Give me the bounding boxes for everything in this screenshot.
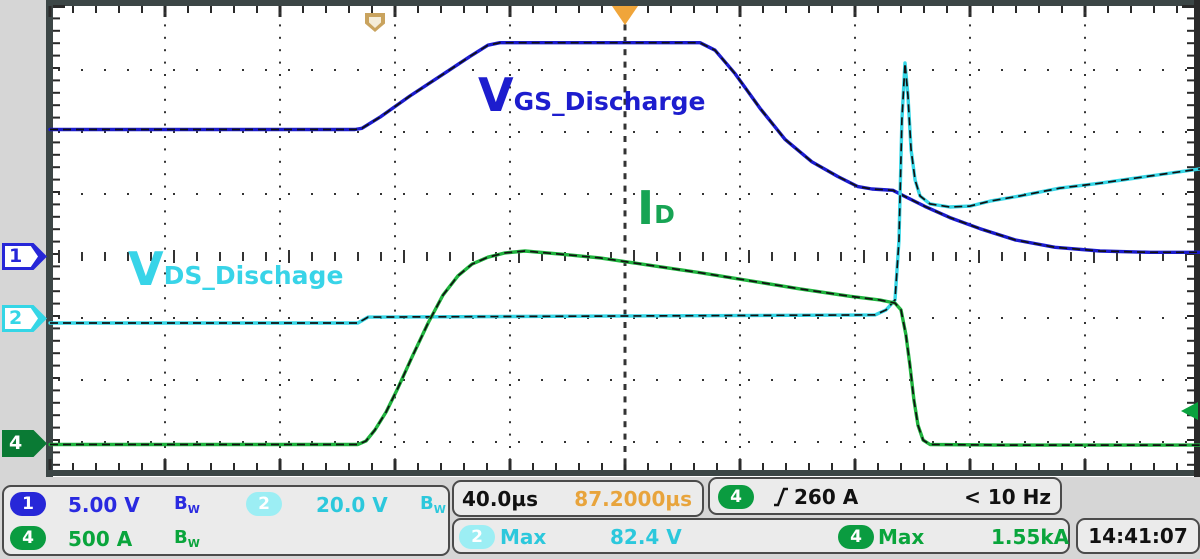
channel-1-ground-marker: 1 [2, 243, 47, 270]
channel-4-bandwidth-icon: BW [174, 527, 200, 550]
trigger-level-value: 260 A [794, 485, 859, 509]
measurement-ch4-type: Max [878, 525, 925, 549]
channel-4-badge: 4 [10, 526, 46, 550]
timebase-delay: 87.2000µs [574, 487, 692, 511]
channel-2-ground-marker: 2 [2, 305, 47, 332]
channel-2-bandwidth-icon: BW [420, 493, 446, 516]
vds-label-sub: DS_Dischage [163, 261, 344, 291]
channel-1-marker-label: 1 [9, 245, 23, 267]
id-label-sub: D [654, 200, 675, 230]
channel-1-badge: 1 [10, 492, 46, 516]
trigger-rate: < 10 Hz [964, 485, 1051, 509]
channel-2-scale: 20.0 V [316, 493, 388, 517]
measurement-ch2-type: Max [500, 525, 547, 549]
channel-1-bandwidth-icon: BW [174, 493, 200, 516]
vds-label-main: V [128, 242, 164, 296]
channel-2-marker-label: 2 [9, 307, 23, 329]
channel-4-marker-label: 4 [9, 432, 23, 454]
measurement-ch4-badge: 4 [838, 525, 874, 549]
vgs-label-main: V [478, 68, 514, 122]
measurements-box: 2 Max 82.4 V 4 Max 1.55kA [452, 518, 1070, 554]
timebase-scale: 40.0µs [462, 487, 538, 511]
id-label-main: I [637, 181, 655, 235]
measurement-ch2-badge: 2 [459, 525, 495, 549]
vgs-label-sub: GS_Discharge [513, 87, 706, 117]
timebase-box: 40.0µs 87.2000µs [452, 480, 704, 517]
trigger-level-arrow-icon [1181, 402, 1198, 420]
measurement-ch2-value: 82.4 V [610, 525, 682, 549]
trigger-box: 4 260 A < 10 Hz [708, 477, 1062, 515]
trigger-position-marker-icon [612, 6, 638, 25]
clock-box: 14:41:07 [1076, 518, 1200, 554]
measurement-ch4-value: 1.55kA [991, 525, 1070, 549]
channel-4-ground-marker: 4 [2, 430, 47, 457]
channel-4-scale: 500 A [68, 527, 133, 551]
channel-scales-box: 1 5.00 V BW 2 20.0 V BW 4 500 A BW [2, 485, 450, 556]
channel-1-scale: 5.00 V [68, 493, 140, 517]
channel-2-badge: 2 [246, 492, 282, 516]
reference-point-marker-icon [365, 13, 385, 32]
trigger-source-badge: 4 [718, 485, 754, 509]
clock-time: 14:41:07 [1088, 524, 1188, 548]
vds-trace-label: V DS_Dischage [128, 242, 344, 296]
vgs-trace-label: V GS_Discharge [478, 68, 706, 122]
